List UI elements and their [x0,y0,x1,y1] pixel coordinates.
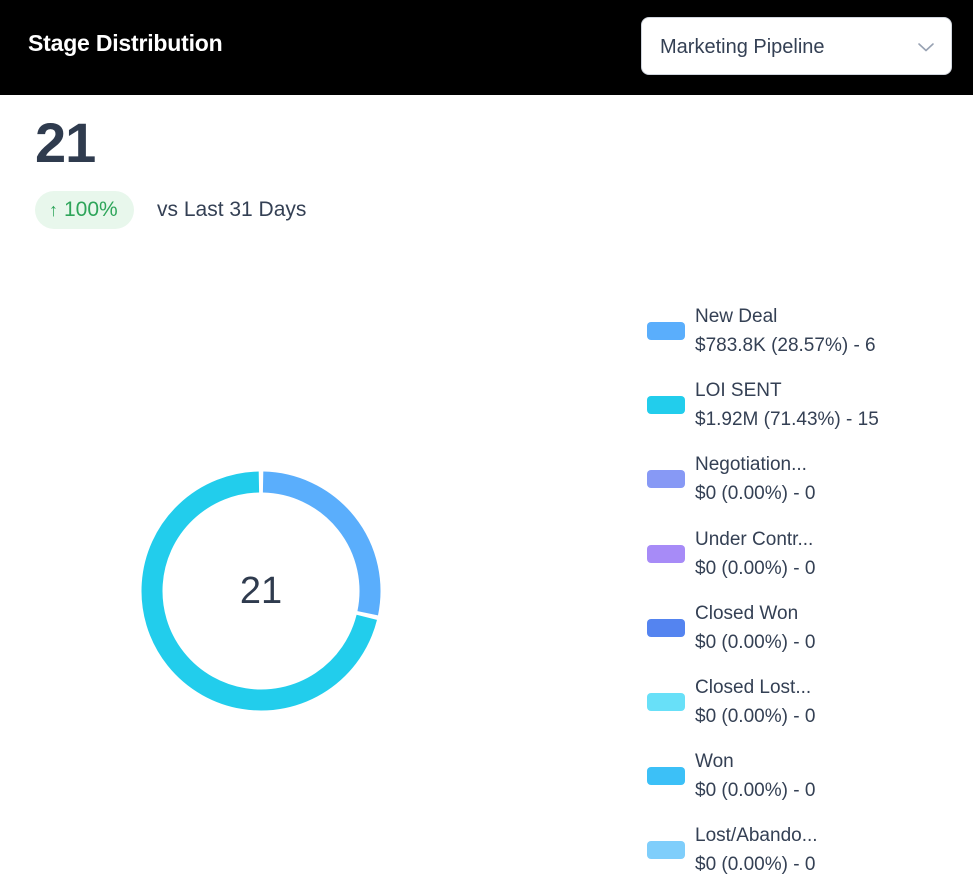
legend-label: Under Contr... [695,528,814,550]
legend-item[interactable]: LOI SENT $1.92M (71.43%) - 15 [647,380,957,440]
legend-value: $0 (0.00%) - 0 [695,706,816,727]
legend-label: New Deal [695,306,778,327]
legend-value: $0 (0.00%) - 0 [695,854,816,876]
legend-item[interactable]: Negotiation... $0 (0.00%) - 0 [647,454,957,514]
donut-svg [141,471,381,711]
legend-item[interactable]: Won $0 (0.00%) - 0 [647,751,957,811]
donut-slice-0[interactable] [262,471,381,616]
legend-item[interactable]: Closed Won $0 (0.00%) - 0 [647,603,957,663]
legend-item[interactable]: New Deal $783.8K (28.57%) - 6 [647,306,957,366]
chevron-down-icon [918,43,934,52]
pipeline-select[interactable]: Marketing Pipeline [641,17,952,75]
legend-value: $0 (0.00%) - 0 [695,483,816,505]
legend-value: $1.92M (71.43%) - 15 [695,409,879,431]
donut-slice-1[interactable] [141,471,377,711]
legend-swatch [647,618,685,637]
legend-swatch [647,693,685,711]
legend-label: Closed Won [695,602,799,624]
legend-item[interactable]: Under Contr... $0 (0.00%) - 0 [647,529,957,589]
total-count: 21 [35,111,96,174]
legend-item[interactable]: Lost/Abando... $0 (0.00%) - 0 [647,825,957,885]
legend-value: $783.8K (28.57%) - 6 [695,335,876,356]
legend-label: Closed Lost... [695,677,812,698]
card-header: Stage Distribution Marketing Pipeline [0,0,973,95]
legend-value: $0 (0.00%) - 0 [695,557,816,579]
legend-label: Lost/Abando... [695,825,818,847]
legend-label: Negotiation... [695,454,807,476]
arrow-up-icon: ↑ [49,200,58,220]
donut-chart: 21 [130,460,392,722]
trend-caption: vs Last 31 Days [157,198,307,221]
legend-item[interactable]: Closed Lost... $0 (0.00%) - 0 [647,677,957,737]
trend-value: 100% [64,198,118,221]
legend-swatch [647,544,685,563]
pipeline-select-value: Marketing Pipeline [660,36,825,58]
legend-swatch [647,322,685,340]
legend-swatch [647,767,685,786]
trend-badge: ↑ 100% [35,191,134,229]
legend-swatch [647,470,685,489]
legend-value: $0 (0.00%) - 0 [695,631,816,653]
donut-center-label: 21 [239,569,283,612]
legend-label: Won [695,751,734,773]
legend-label: LOI SENT [695,380,782,402]
card-title: Stage Distribution [28,30,223,56]
legend-swatch [647,396,685,415]
legend-swatch [647,841,685,860]
legend-value: $0 (0.00%) - 0 [695,780,816,802]
